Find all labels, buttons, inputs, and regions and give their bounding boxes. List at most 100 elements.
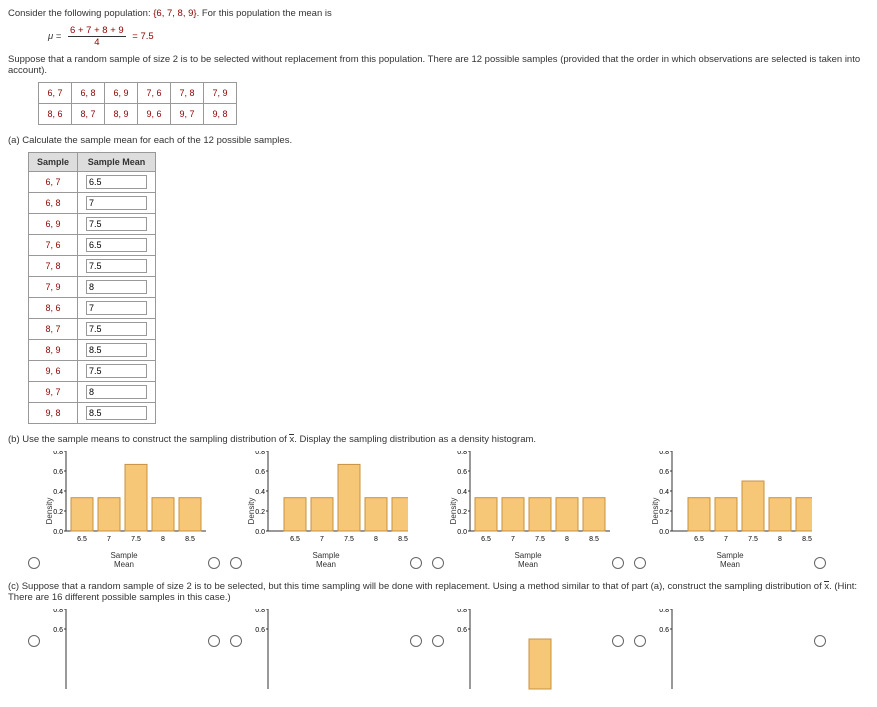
svg-text:6.5: 6.5 [481,536,491,543]
chart-radio[interactable] [634,635,646,647]
svg-text:0.2: 0.2 [53,509,63,516]
svg-text:0.0: 0.0 [255,529,265,536]
svg-text:0.2: 0.2 [457,509,467,516]
x-axis-label: SampleMean [246,551,406,569]
svg-text:0.4: 0.4 [659,489,669,496]
density-histogram: Density0.00.20.40.60.86.577.588.5SampleM… [448,451,608,571]
chart-radio[interactable] [432,557,444,569]
sample-cell: 7, 6 [138,83,171,104]
table-row: 8, 6 [29,298,156,319]
intro-line-2: Suppose that a random sample of size 2 i… [8,54,869,76]
chart-radio[interactable] [208,635,220,647]
sample-mean-input[interactable] [86,238,147,252]
sample-mean-input[interactable] [86,322,147,336]
svg-text:0.6: 0.6 [255,627,265,634]
chart-radio[interactable] [432,635,444,647]
chart-radio[interactable] [814,557,826,569]
sample-cell: 6, 9 [105,83,138,104]
chart-option: 0.60.8 [634,609,826,649]
x-axis-label: SampleMean [44,551,204,569]
sample-mean-input[interactable] [86,406,147,420]
svg-text:0.8: 0.8 [255,609,265,614]
svg-text:0.0: 0.0 [659,529,669,536]
chart-radio[interactable] [28,557,40,569]
sample-cell: 7, 8 [171,83,204,104]
sample-mean-input[interactable] [86,259,147,273]
sample-mean-input[interactable] [86,175,147,189]
svg-text:8: 8 [778,536,782,543]
density-histogram: 0.60.8 [448,609,608,649]
chart-option: 0.60.8 [28,609,220,649]
chart-radio[interactable] [230,635,242,647]
sample-mean-input[interactable] [86,301,147,315]
svg-text:0.8: 0.8 [53,609,63,614]
sample-label: 9, 8 [29,403,78,424]
table-row: 7, 6 [29,235,156,256]
svg-text:0.2: 0.2 [255,509,265,516]
sample-mean-input[interactable] [86,196,147,210]
svg-text:0.4: 0.4 [255,489,265,496]
sample-cell: 9, 6 [138,104,171,125]
table-row: 6, 7 [29,172,156,193]
chart-option: Density0.00.20.40.60.86.577.588.5SampleM… [28,451,220,571]
svg-text:6.5: 6.5 [77,536,87,543]
y-axis-label: Density [449,498,458,525]
chart-radio[interactable] [410,557,422,569]
sample-mean-input[interactable] [86,364,147,378]
chart-radio[interactable] [230,557,242,569]
y-axis-label: Density [651,498,660,525]
svg-text:8.5: 8.5 [589,536,599,543]
svg-text:7.5: 7.5 [535,536,545,543]
sample-mean-input[interactable] [86,385,147,399]
chart-radio[interactable] [410,635,422,647]
svg-text:7: 7 [320,536,324,543]
table-row: 6, 9 [29,214,156,235]
svg-text:6.5: 6.5 [694,536,704,543]
density-histogram: 0.60.8 [650,609,810,649]
sample-mean-table: SampleSample Mean6, 76, 86, 97, 67, 87, … [28,152,156,424]
chart-radio[interactable] [28,635,40,647]
sample-label: 9, 6 [29,361,78,382]
sample-cell: 6, 8 [72,83,105,104]
part-c-label: (c) Suppose that a random sample of size… [8,581,869,603]
sample-mean-input[interactable] [86,217,147,231]
part-b-label: (b) Use the sample means to construct th… [8,434,869,445]
sample-mean-input[interactable] [86,343,147,357]
svg-text:0.6: 0.6 [53,469,63,476]
svg-text:0.6: 0.6 [659,627,669,634]
svg-text:8: 8 [161,536,165,543]
sample-label: 6, 8 [29,193,78,214]
svg-text:0.6: 0.6 [457,469,467,476]
chart-radio[interactable] [208,557,220,569]
sample-mean-input[interactable] [86,280,147,294]
svg-text:8.5: 8.5 [185,536,195,543]
x-axis-label: SampleMean [650,551,810,569]
sample-cell: 9, 7 [171,104,204,125]
svg-text:0.6: 0.6 [255,469,265,476]
density-histogram: 0.6 0.8 [246,609,406,649]
density-histogram: Density0.00.20.40.60.86.577.588.5SampleM… [650,451,810,571]
chart-option: 0.6 0.8 [230,609,422,649]
svg-text:0.8: 0.8 [53,451,63,456]
chart-radio[interactable] [612,635,624,647]
chart-radio[interactable] [612,557,624,569]
sample-label: 7, 9 [29,277,78,298]
table-header: Sample Mean [78,153,156,172]
chart-radio[interactable] [634,557,646,569]
svg-text:0.2: 0.2 [659,509,669,516]
table-row: 9, 6 [29,361,156,382]
svg-text:0.4: 0.4 [53,489,63,496]
table-header: Sample [29,153,78,172]
svg-text:7: 7 [724,536,728,543]
svg-text:8: 8 [374,536,378,543]
sample-cell: 7, 9 [204,83,237,104]
table-row: 6, 8 [29,193,156,214]
sample-label: 6, 9 [29,214,78,235]
chart-option: 0.60.8 [432,609,624,649]
sample-cell: 9, 8 [204,104,237,125]
chart-radio[interactable] [814,635,826,647]
sample-label: 8, 7 [29,319,78,340]
x-axis-label: SampleMean [448,551,608,569]
table-row: 8, 9 [29,340,156,361]
density-histogram: Density0.00.20.40.60.86.577.588.5SampleM… [44,451,204,571]
